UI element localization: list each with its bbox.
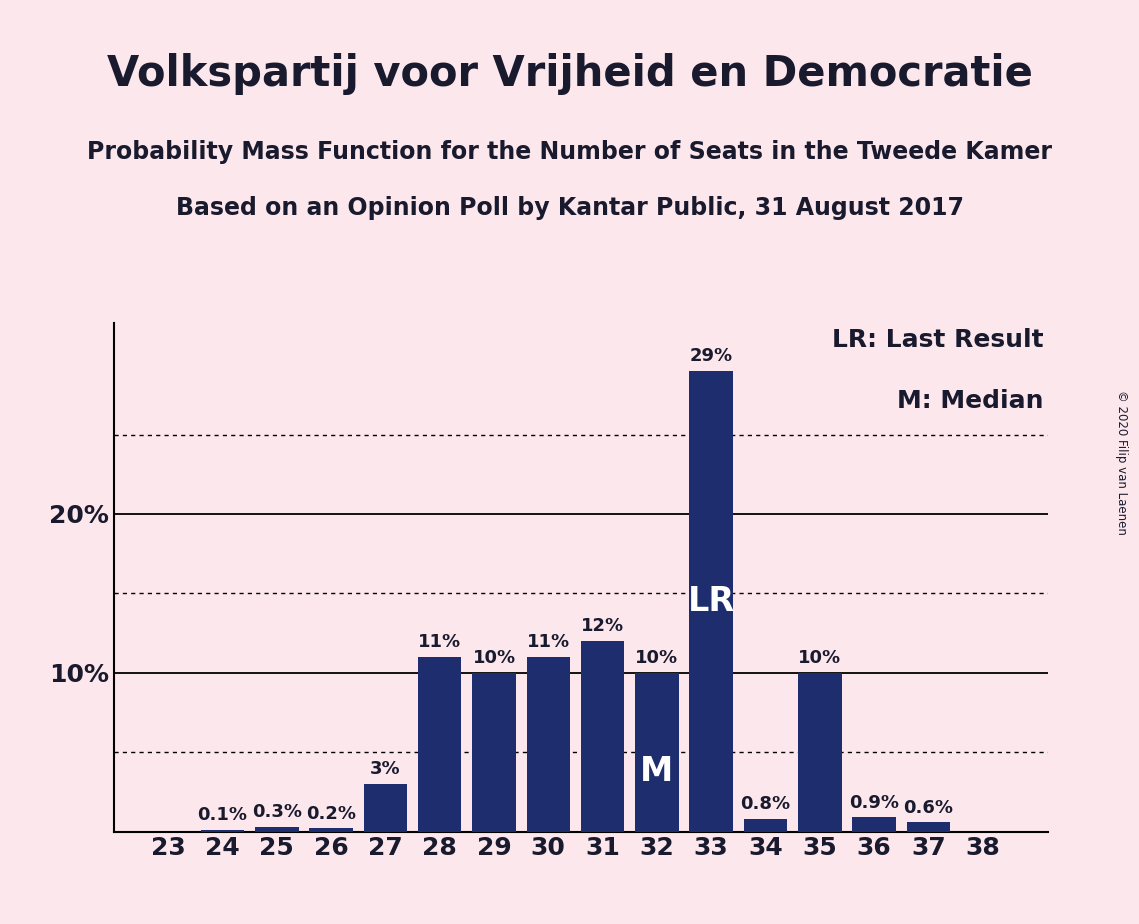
Text: 11%: 11%: [418, 633, 461, 651]
Text: LR: Last Result: LR: Last Result: [831, 328, 1043, 352]
Text: 10%: 10%: [798, 650, 842, 667]
Text: Based on an Opinion Poll by Kantar Public, 31 August 2017: Based on an Opinion Poll by Kantar Publi…: [175, 196, 964, 220]
Bar: [418, 657, 461, 832]
Bar: [798, 673, 842, 832]
Text: 0.6%: 0.6%: [903, 798, 953, 817]
Text: 10%: 10%: [636, 650, 679, 667]
Bar: [907, 822, 950, 832]
Text: M: Median: M: Median: [896, 390, 1043, 413]
Text: 12%: 12%: [581, 617, 624, 636]
Bar: [526, 657, 570, 832]
Bar: [310, 829, 353, 832]
Bar: [744, 819, 787, 832]
Text: 0.3%: 0.3%: [252, 803, 302, 821]
Text: 29%: 29%: [689, 347, 732, 366]
Text: LR: LR: [688, 585, 735, 618]
Text: 0.8%: 0.8%: [740, 796, 790, 813]
Bar: [363, 784, 407, 832]
Text: 0.9%: 0.9%: [849, 794, 899, 812]
Bar: [636, 673, 679, 832]
Bar: [581, 641, 624, 832]
Bar: [473, 673, 516, 832]
Text: 0.2%: 0.2%: [306, 805, 357, 823]
Text: M: M: [640, 755, 673, 788]
Text: © 2020 Filip van Laenen: © 2020 Filip van Laenen: [1115, 390, 1129, 534]
Bar: [852, 818, 896, 832]
Bar: [689, 371, 732, 832]
Text: 0.1%: 0.1%: [197, 807, 247, 824]
Text: Probability Mass Function for the Number of Seats in the Tweede Kamer: Probability Mass Function for the Number…: [87, 140, 1052, 164]
Text: Volkspartij voor Vrijheid en Democratie: Volkspartij voor Vrijheid en Democratie: [107, 53, 1032, 95]
Bar: [200, 830, 244, 832]
Text: 10%: 10%: [473, 650, 516, 667]
Text: 11%: 11%: [526, 633, 570, 651]
Text: 3%: 3%: [370, 760, 401, 778]
Bar: [255, 827, 298, 832]
